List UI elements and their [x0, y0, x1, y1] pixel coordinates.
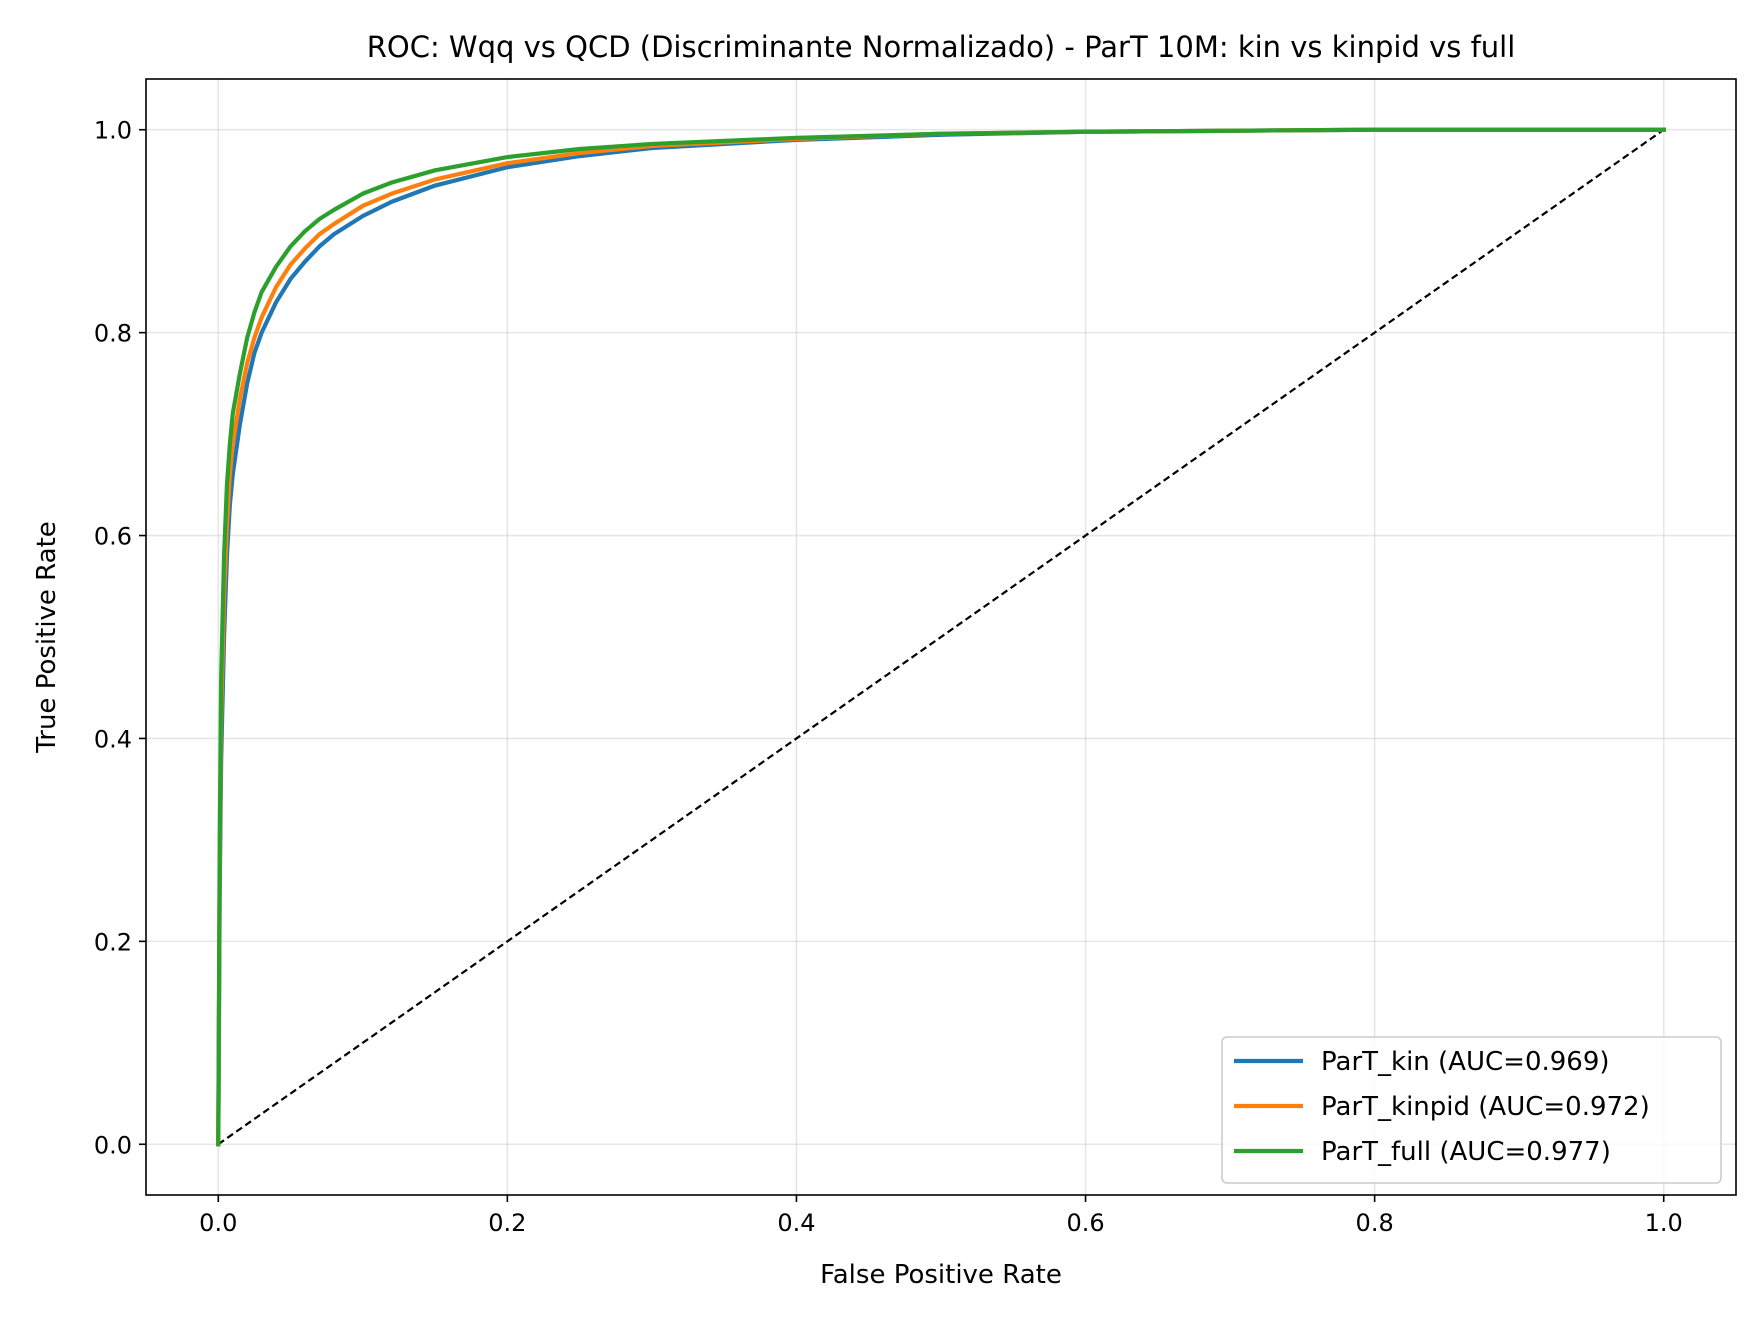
y-tick-label: 0.4: [94, 725, 132, 753]
legend-box: [1221, 1036, 1722, 1184]
x-tick-label: 1.0: [1645, 1209, 1683, 1237]
x-tick-label: 0.8: [1356, 1209, 1394, 1237]
series-line-2: [216, 127, 1666, 1147]
reference-diagonal-line: [217, 128, 1665, 1146]
legend-label-0: ParT_kin (AUC=0.969): [1321, 1047, 1610, 1077]
grid: [146, 79, 1736, 1195]
x-tick-label: 0.0: [199, 1209, 237, 1237]
legend-label-2: ParT_full (AUC=0.977): [1321, 1137, 1611, 1167]
reference-line-layer: [217, 128, 1665, 1146]
y-tick-label: 0.0: [94, 1131, 132, 1159]
y-tick-label: 0.6: [94, 523, 132, 551]
y-axis-label: True Positive Rate: [32, 521, 62, 754]
x-tick-label: 0.4: [777, 1209, 815, 1237]
x-tick-label: 0.2: [488, 1209, 526, 1237]
legend-label-1: ParT_kinpid (AUC=0.972): [1321, 1092, 1650, 1122]
legend: ParT_kin (AUC=0.969) ParT_kinpid (AUC=0.9…: [1221, 1036, 1722, 1184]
chart-title: ROC: Wqq vs QCD (Discriminante Normaliza…: [367, 30, 1516, 64]
x-tick-label: 0.6: [1066, 1209, 1104, 1237]
x-axis-label: False Positive Rate: [820, 1260, 1062, 1290]
axes-frame: [145, 78, 1737, 1196]
y-tick-label: 0.2: [94, 928, 132, 956]
y-tick-label: 0.8: [94, 320, 132, 348]
ticks: 0.0 0.2 0.4 0.6 0.8 1.0 0.0 0.2 0.4 0.6 0.8 1.0: [94, 117, 1683, 1237]
y-tick-label: 1.0: [94, 117, 132, 145]
series-layer: [216, 127, 1666, 1147]
